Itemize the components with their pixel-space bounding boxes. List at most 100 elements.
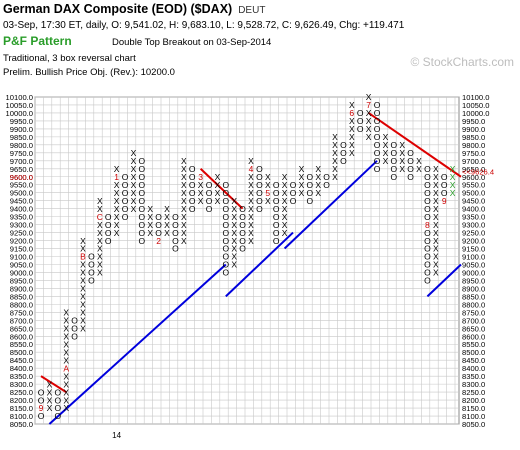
y-tick-label-left: 8500.0 xyxy=(10,348,33,357)
x-box: X xyxy=(80,236,86,246)
o-box: O xyxy=(306,188,313,198)
y-tick-label-left: 8650.0 xyxy=(10,324,33,333)
x-box: X xyxy=(450,164,456,174)
price-stats: 03-Sep, 17:30 ET, daily, O: 9,541.02, H:… xyxy=(3,20,405,31)
y-tick-label-right: 8600.0 xyxy=(462,332,485,341)
x-box: X xyxy=(231,212,237,222)
o-box: O xyxy=(172,236,179,246)
o-box: O xyxy=(407,156,414,166)
x-box: X xyxy=(383,156,389,166)
o-box: O xyxy=(222,220,229,230)
y-tick-label-right: 9700.0 xyxy=(462,157,485,166)
chart-type-label: Traditional, 3 box reversal chart xyxy=(3,53,136,64)
x-box: X xyxy=(63,387,69,397)
o-box: O xyxy=(424,236,431,246)
x-box: X xyxy=(181,228,187,238)
o-box: O xyxy=(155,228,162,238)
o-box: O xyxy=(424,212,431,222)
y-tick-label-right: 8350.0 xyxy=(462,372,485,381)
o-box: O xyxy=(390,140,397,150)
o-box: O xyxy=(189,172,196,182)
y-tick-label-right: 9100.0 xyxy=(462,253,485,262)
x-box: X xyxy=(97,252,103,262)
x-box: X xyxy=(131,148,137,158)
y-tick-label-right: 9900.0 xyxy=(462,125,485,134)
x-box: X xyxy=(198,188,204,198)
x-box: X xyxy=(315,164,321,174)
o-box: O xyxy=(323,180,330,190)
x-box: X xyxy=(147,220,153,230)
x-box: X xyxy=(282,196,288,206)
y-tick-label-right: 9500.0 xyxy=(462,189,485,198)
x-box: X xyxy=(248,228,254,238)
trendline xyxy=(368,112,462,178)
y-tick-label-left: 9300.0 xyxy=(10,221,33,230)
o-box: O xyxy=(189,180,196,190)
o-box: O xyxy=(189,204,196,214)
x-box: X xyxy=(215,188,221,198)
y-tick-label-right: 8950.0 xyxy=(462,276,485,285)
x-box: X xyxy=(265,180,271,190)
y-tick-label-right: 9550.0 xyxy=(462,181,485,190)
o-box: O xyxy=(374,116,381,126)
x-box: X xyxy=(97,196,103,206)
x-box: X xyxy=(97,204,103,214)
x-box: X xyxy=(349,140,355,150)
o-box: O xyxy=(138,180,145,190)
o-box: O xyxy=(424,188,431,198)
o-box: O xyxy=(374,148,381,158)
o-box: O xyxy=(122,196,129,206)
x-box: X xyxy=(131,164,137,174)
x-box: X xyxy=(450,180,456,190)
x-box: X xyxy=(433,244,439,254)
y-tick-label-right: 10050.0 xyxy=(462,101,489,110)
x-box: X xyxy=(114,196,120,206)
x-box: X xyxy=(97,244,103,254)
x-box: X xyxy=(80,284,86,294)
o-box: O xyxy=(374,140,381,150)
x-box: X xyxy=(131,196,137,206)
x-box: X xyxy=(433,180,439,190)
x-box: X xyxy=(63,395,69,405)
x-box: X xyxy=(315,172,321,182)
month-marker: 1 xyxy=(114,172,119,182)
o-box: O xyxy=(424,172,431,182)
x-box: X xyxy=(97,228,103,238)
o-box: O xyxy=(357,124,364,134)
trendline xyxy=(48,263,227,425)
o-box: O xyxy=(256,180,263,190)
x-box: X xyxy=(80,316,86,326)
y-tick-label-right: 8750.0 xyxy=(462,308,485,317)
x-box: X xyxy=(383,148,389,158)
x-box: X xyxy=(181,220,187,230)
month-marker: 7 xyxy=(366,100,371,110)
o-box: O xyxy=(138,220,145,230)
x-box: X xyxy=(299,164,305,174)
y-tick-label-left: 9600.0 xyxy=(10,173,33,182)
o-box: O xyxy=(407,148,414,158)
o-box: O xyxy=(306,196,313,206)
x-box: X xyxy=(282,172,288,182)
o-box: O xyxy=(424,260,431,270)
x-box: X xyxy=(332,140,338,150)
x-box: X xyxy=(80,292,86,302)
x-box: X xyxy=(80,308,86,318)
x-box: X xyxy=(248,220,254,230)
y-tick-label-right: 8400.0 xyxy=(462,364,485,373)
month-marker: 5 xyxy=(265,188,270,198)
o-box: O xyxy=(138,212,145,222)
y-tick-label-left: 9900.0 xyxy=(10,125,33,134)
x-box: X xyxy=(332,148,338,158)
o-box: O xyxy=(71,323,78,333)
o-box: O xyxy=(306,180,313,190)
o-box: O xyxy=(54,411,61,421)
price-objective-label: Prelim. Bullish Price Obj. (Rev.): 10200… xyxy=(3,67,175,78)
y-tick-label-left: 9050.0 xyxy=(10,260,33,269)
o-box: O xyxy=(357,108,364,118)
x-box: X xyxy=(366,108,372,118)
o-box: O xyxy=(273,212,280,222)
x-box: X xyxy=(349,116,355,126)
y-tick-label-right: 9300.0 xyxy=(462,221,485,230)
o-box: O xyxy=(138,164,145,174)
